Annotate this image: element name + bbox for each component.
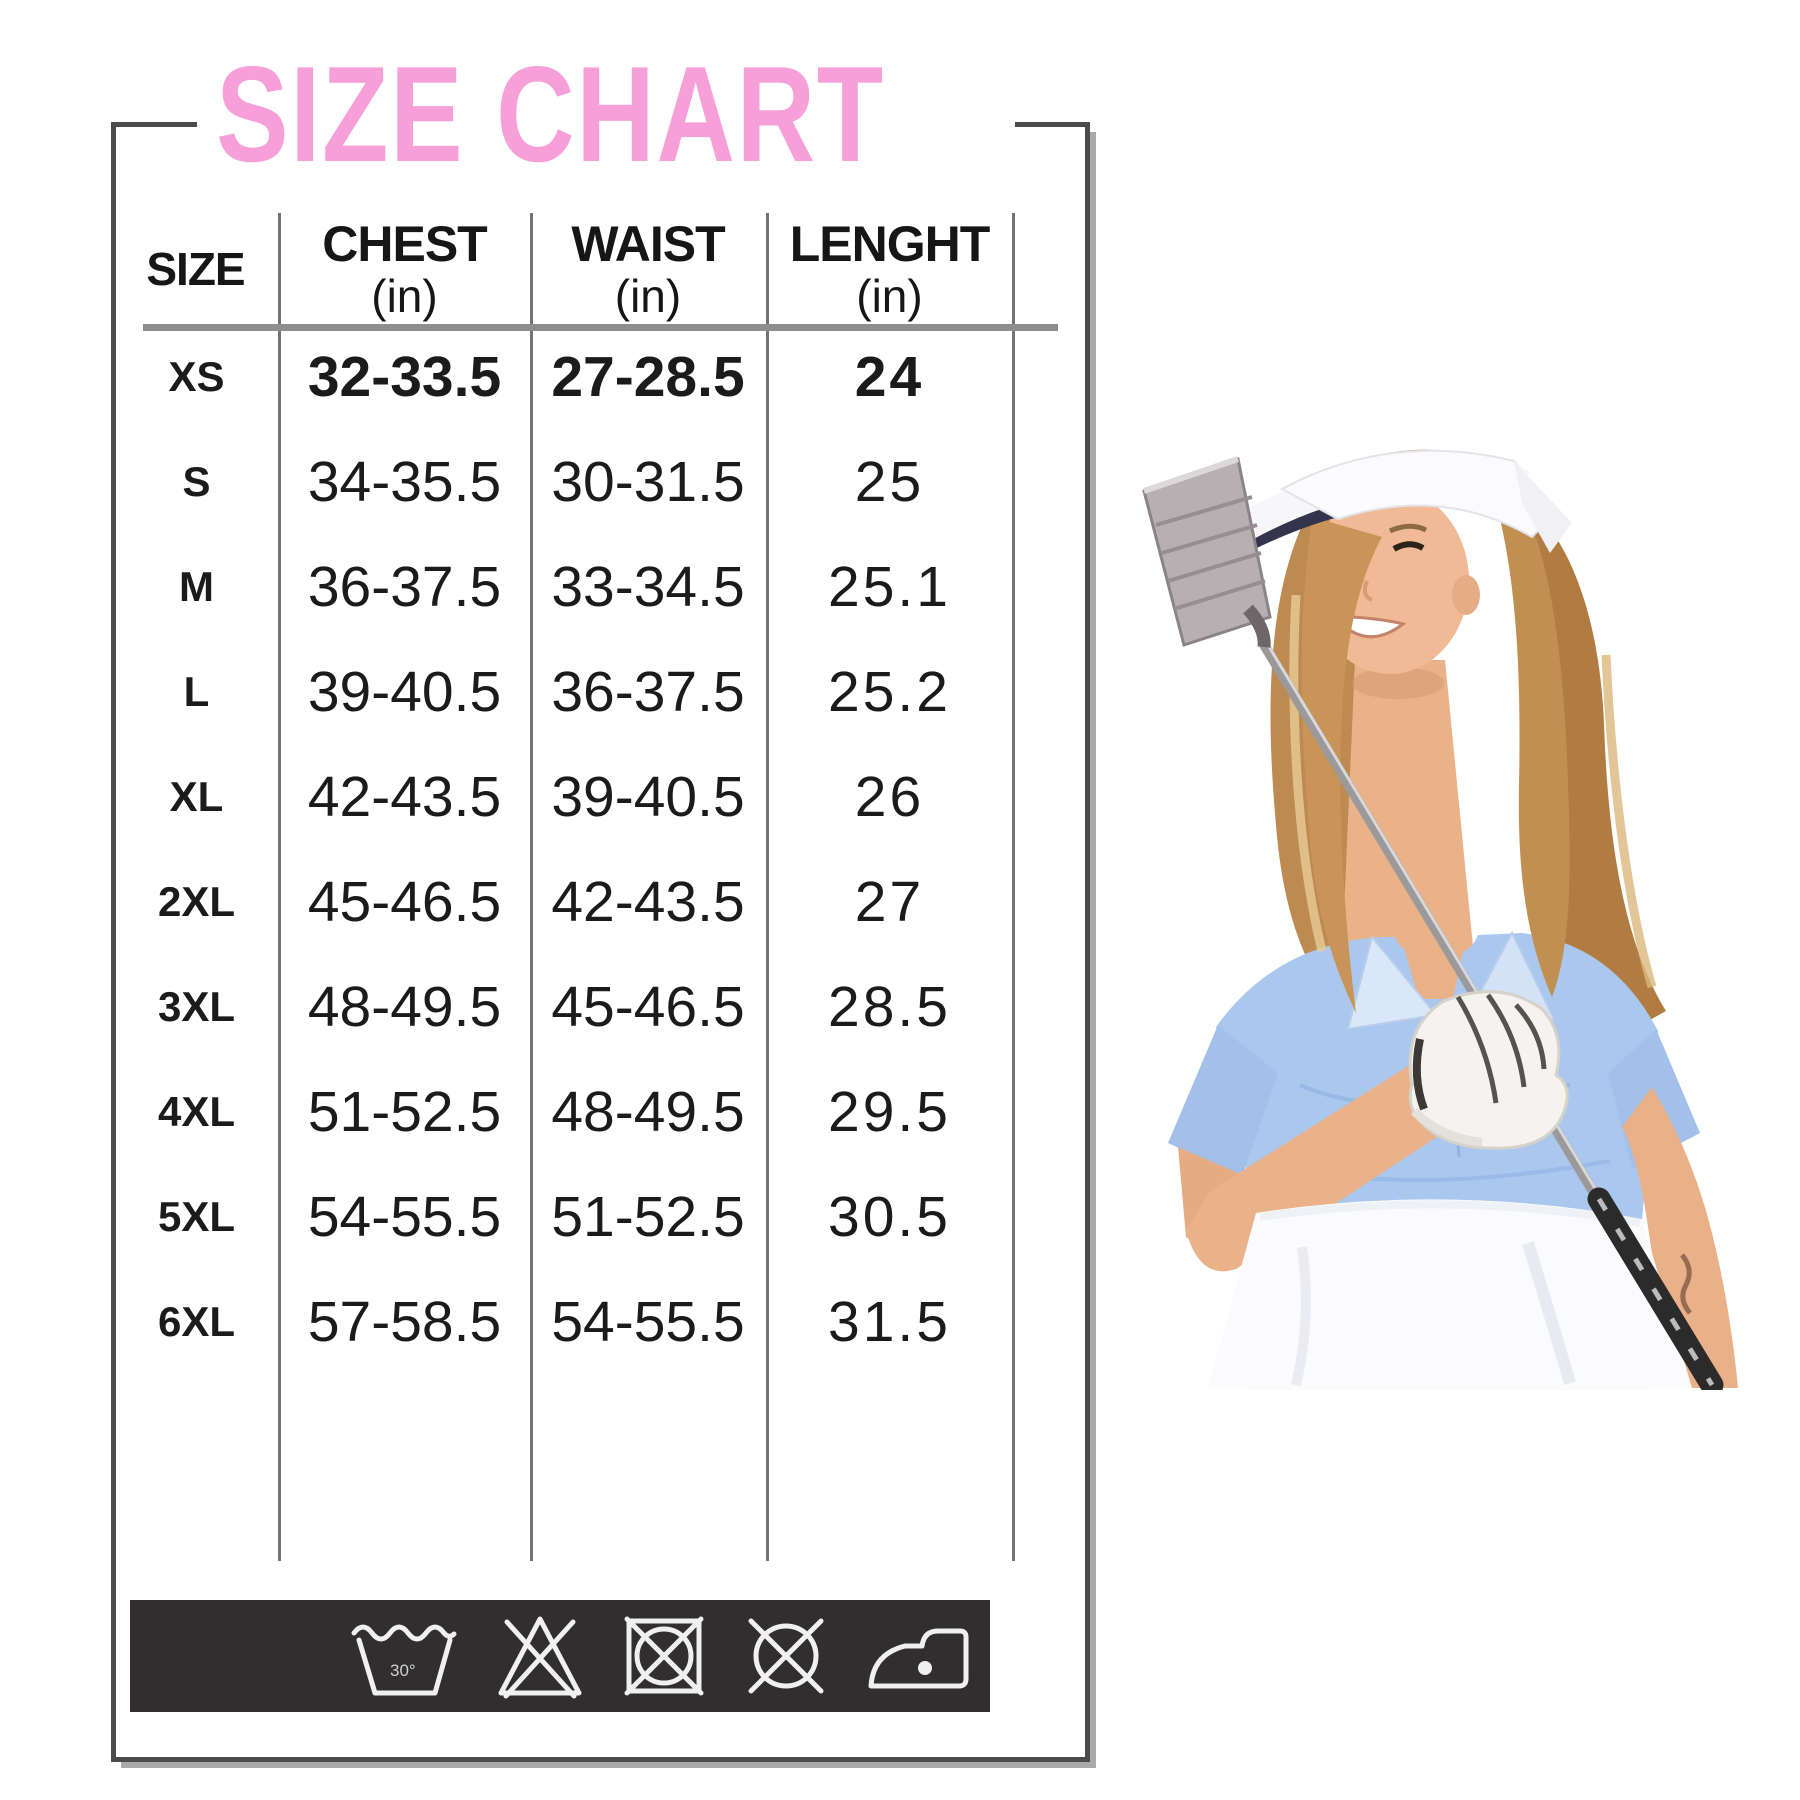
cell-length: 25.2 — [828, 660, 951, 724]
cell-waist: 33-34.5 — [551, 555, 745, 619]
cell-length: 29.5 — [828, 1080, 951, 1144]
cell-size: 3XL — [157, 983, 236, 1030]
column-header-label: CHEST — [322, 215, 487, 272]
column-header-label: WAIST — [571, 215, 725, 272]
cell-waist: 48-49.5 — [551, 1080, 745, 1144]
cell-chest: 39-40.5 — [307, 660, 502, 724]
skirt — [1208, 1199, 1692, 1390]
column-header-label: LENGHT — [789, 215, 991, 272]
wash-temperature-label: 30° — [390, 1661, 416, 1680]
cell-size: M — [179, 563, 214, 610]
column-header-label: SIZE — [146, 242, 245, 295]
column-header-chest: CHEST (in) — [282, 212, 527, 326]
do-not-bleach-icon — [498, 1616, 582, 1699]
cell-chest: 36-37.5 — [307, 555, 502, 619]
cell-waist: 54-55.5 — [551, 1290, 745, 1354]
cell-waist: 36-37.5 — [551, 660, 745, 724]
cell-chest: 51-52.5 — [307, 1080, 502, 1144]
table-row: 6XL 57-58.5 54-55.5 31.5 — [0, 1283, 1100, 1361]
golfer-photo — [1142, 449, 1738, 1390]
cell-length: 24 — [854, 345, 925, 409]
page-title: SIZE CHART — [216, 38, 885, 190]
column-header-unit: (in) — [614, 270, 682, 323]
cell-length: 28.5 — [828, 975, 951, 1039]
cell-length: 31.5 — [828, 1290, 951, 1354]
cell-waist: 45-46.5 — [551, 975, 745, 1039]
table-row: 2XL 45-46.5 42-43.5 27 — [0, 863, 1100, 941]
hair — [1301, 517, 1382, 1013]
table-row: 4XL 51-52.5 48-49.5 29.5 — [0, 1073, 1100, 1151]
table-row: M 36-37.5 33-34.5 25.1 — [0, 548, 1100, 626]
cell-chest: 32-33.5 — [307, 345, 502, 409]
cell-length: 26 — [854, 765, 925, 829]
tattoo — [1680, 1253, 1692, 1315]
care-instructions-bar: 30° — [130, 1600, 990, 1712]
header-underline — [143, 324, 1058, 331]
cell-waist: 27-28.5 — [551, 345, 745, 409]
column-divider — [1012, 213, 1015, 1561]
table-row: 5XL 54-55.5 51-52.5 30.5 — [0, 1178, 1100, 1256]
column-header-unit: (in) — [371, 270, 438, 323]
cell-size: 6XL — [157, 1298, 236, 1345]
column-header-unit: (in) — [856, 270, 923, 323]
iron-low-heat-icon — [868, 1628, 969, 1689]
cell-size: XS — [168, 353, 225, 400]
arm — [1622, 1087, 1738, 1388]
column-divider — [278, 213, 281, 1561]
title-background-mask — [197, 104, 1015, 144]
table-row: L 39-40.5 36-37.5 25.2 — [0, 653, 1100, 731]
cell-waist: 42-43.5 — [551, 870, 745, 934]
column-header-length: LENGHT (in) — [769, 212, 1010, 326]
cell-length: 27 — [854, 870, 925, 934]
table-row: S 34-35.5 30-31.5 25 — [0, 443, 1100, 521]
cell-size: 5XL — [157, 1193, 236, 1240]
cell-length: 25.1 — [828, 555, 951, 619]
column-divider — [530, 213, 533, 1561]
column-divider — [766, 213, 769, 1561]
do-not-dry-clean-icon — [748, 1618, 824, 1694]
column-header-waist: WAIST (in) — [533, 212, 763, 326]
cell-size: 2XL — [157, 878, 236, 925]
column-header-size: SIZE — [113, 212, 278, 326]
table-row: XS 32-33.5 27-28.5 24 — [0, 338, 1100, 416]
cell-chest: 48-49.5 — [307, 975, 502, 1039]
cell-waist: 39-40.5 — [551, 765, 745, 829]
cell-size: 4XL — [157, 1088, 236, 1135]
cell-waist: 30-31.5 — [551, 450, 745, 514]
table-row: XL 42-43.5 39-40.5 26 — [0, 758, 1100, 836]
hair — [1496, 503, 1570, 997]
do-not-tumble-dry-icon — [624, 1616, 704, 1696]
cell-chest: 42-43.5 — [307, 765, 502, 829]
cell-length: 25 — [854, 450, 925, 514]
cell-chest: 34-35.5 — [307, 450, 502, 514]
cell-chest: 57-58.5 — [307, 1290, 502, 1354]
cell-size: XL — [169, 773, 224, 820]
machine-wash-30-icon: 30° — [351, 1624, 457, 1696]
cell-chest: 45-46.5 — [307, 870, 502, 934]
cell-size: L — [183, 668, 210, 715]
arm — [1186, 1061, 1452, 1272]
cell-size: S — [182, 458, 211, 505]
cell-length: 30.5 — [828, 1185, 951, 1249]
cell-chest: 54-55.5 — [307, 1185, 502, 1249]
table-row: 3XL 48-49.5 45-46.5 28.5 — [0, 968, 1100, 1046]
cell-waist: 51-52.5 — [551, 1185, 745, 1249]
